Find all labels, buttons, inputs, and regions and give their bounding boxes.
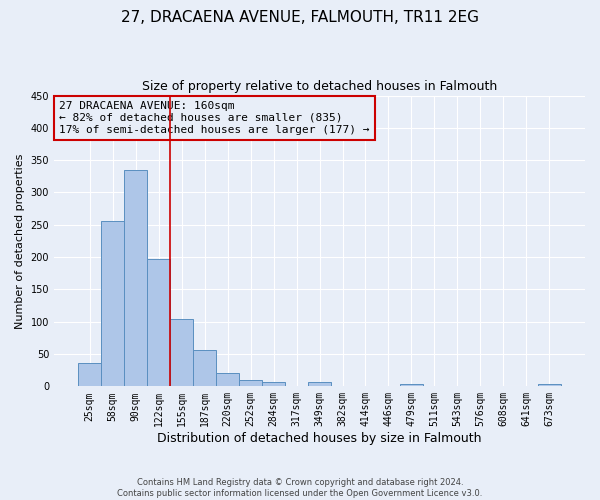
Bar [400, 384, 423, 386]
Bar [538, 384, 561, 386]
Text: Contains HM Land Registry data © Crown copyright and database right 2024.
Contai: Contains HM Land Registry data © Crown c… [118, 478, 482, 498]
Title: Size of property relative to detached houses in Falmouth: Size of property relative to detached ho… [142, 80, 497, 93]
X-axis label: Distribution of detached houses by size in Falmouth: Distribution of detached houses by size … [157, 432, 482, 445]
Bar [216, 374, 239, 386]
Bar [101, 221, 124, 386]
Bar [147, 259, 170, 386]
Bar [262, 382, 285, 386]
Bar [239, 380, 262, 386]
Bar [170, 319, 193, 386]
Text: 27, DRACAENA AVENUE, FALMOUTH, TR11 2EG: 27, DRACAENA AVENUE, FALMOUTH, TR11 2EG [121, 10, 479, 25]
Y-axis label: Number of detached properties: Number of detached properties [15, 154, 25, 328]
Text: 27 DRACAENA AVENUE: 160sqm
← 82% of detached houses are smaller (835)
17% of sem: 27 DRACAENA AVENUE: 160sqm ← 82% of deta… [59, 102, 370, 134]
Bar [78, 363, 101, 386]
Bar [193, 350, 216, 387]
Bar [124, 170, 147, 386]
Bar [308, 382, 331, 386]
